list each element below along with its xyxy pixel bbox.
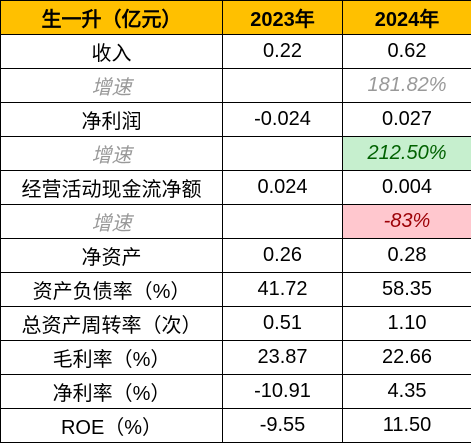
value-cell: 58.35 [343,273,471,307]
value-cell: 0.024 [223,171,343,205]
value-cell: 4.35 [343,375,471,409]
row-label: 收入 [1,35,223,69]
table-header: 生一升（亿元） 2023年 2024年 [1,1,471,35]
value-cell: 22.66 [343,341,471,375]
table-row: 增速 212.50% [1,137,471,171]
value-cell: 0.26 [223,239,343,273]
row-label: 毛利率（%） [1,341,223,375]
value-cell: 0.62 [343,35,471,69]
value-cell [223,205,343,239]
value-cell: 0.027 [343,103,471,137]
row-label: ROE（%） [1,409,223,443]
value-cell: 0.51 [223,307,343,341]
row-label: 净利润 [1,103,223,137]
row-label: 增速 [1,205,223,239]
value-cell: 212.50% [343,137,471,171]
row-label: 资产负债率（%） [1,273,223,307]
row-label: 增速 [1,137,223,171]
table-row: 增速 181.82% [1,69,471,103]
header-row: 生一升（亿元） 2023年 2024年 [1,1,471,35]
row-label: 净利率（%） [1,375,223,409]
value-cell: 23.87 [223,341,343,375]
value-cell: 0.22 [223,35,343,69]
value-cell: 0.28 [343,239,471,273]
value-cell: 1.10 [343,307,471,341]
row-label: 总资产周转率（次） [1,307,223,341]
value-cell: 181.82% [343,69,471,103]
header-cell: 2024年 [343,1,471,35]
value-cell: -0.024 [223,103,343,137]
value-cell: 41.72 [223,273,343,307]
value-cell: -83% [343,205,471,239]
row-label: 增速 [1,69,223,103]
value-cell: -10.91 [223,375,343,409]
value-cell: 11.50 [343,409,471,443]
row-label: 经营活动现金流净额 [1,171,223,205]
table-row: 增速 -83% [1,205,471,239]
header-cell: 2023年 [223,1,343,35]
value-cell [223,137,343,171]
value-cell [223,69,343,103]
value-cell: -9.55 [223,409,343,443]
value-cell: 0.004 [343,171,471,205]
row-label: 净资产 [1,239,223,273]
header-cell: 生一升（亿元） [1,1,223,35]
